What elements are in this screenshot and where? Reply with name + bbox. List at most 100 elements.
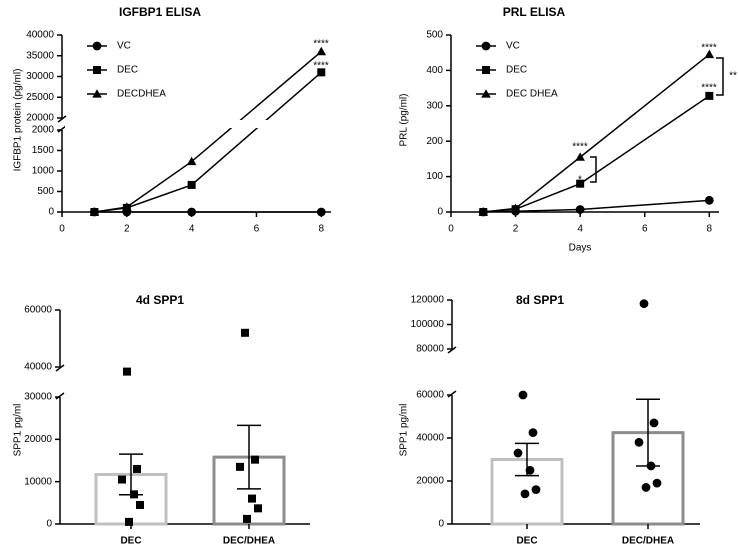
axis-break (55, 392, 65, 400)
legend-label: VC (117, 41, 131, 52)
data-point (528, 428, 538, 438)
y-tick-label: 500 (426, 30, 443, 41)
x-tick-label: 8 (318, 224, 324, 235)
y-tick-label: 20000 (416, 476, 444, 487)
x-tick-label: 2 (124, 224, 130, 235)
y-tick-label: 10000 (24, 476, 52, 487)
legend-marker (481, 89, 491, 98)
annotation: ** (729, 71, 737, 82)
x-tick-label: 6 (642, 224, 648, 235)
annotation: **** (701, 83, 717, 94)
legend-marker (93, 66, 101, 74)
y-tick-label: 0 (46, 519, 52, 530)
x-tick-label: 4 (189, 224, 195, 235)
error-bar (119, 453, 143, 496)
data-point (649, 418, 659, 428)
x-tick-label: DEC/DHEA (223, 536, 275, 547)
y-axis-label: PRL (pg/ml) (399, 94, 410, 147)
x-tick-label: 4 (577, 224, 583, 235)
data-point (123, 367, 131, 376)
chart-title: 4d SPP1 (136, 293, 184, 307)
axis-break (57, 115, 67, 123)
data-point (576, 179, 585, 188)
data-point (525, 465, 535, 475)
y-tick-label: 300 (426, 100, 443, 111)
data-point (316, 46, 327, 56)
x-tick-label: DEC (120, 536, 141, 547)
axis-break (447, 346, 457, 354)
annotation: **** (313, 61, 329, 72)
chart-title: 8d SPP1 (516, 293, 564, 307)
y-tick-label: 20000 (24, 434, 52, 445)
data-point (136, 500, 144, 509)
annotation: **** (572, 142, 588, 153)
x-tick-label: 6 (254, 224, 260, 235)
error-bar (636, 398, 660, 467)
y-tick-label: 1500 (32, 145, 55, 156)
legend-marker (482, 66, 490, 74)
x-tick-label: 0 (59, 224, 65, 235)
x-tick-label: 8 (707, 224, 713, 235)
axis-break (57, 125, 67, 133)
x-axis-label: Days (569, 243, 592, 254)
y-axis-label: IGFBP1 protein (pg/ml) (13, 69, 24, 172)
series-line (483, 95, 710, 213)
legend-label: DEC DHEA (506, 89, 558, 100)
legend-marker (92, 89, 102, 98)
data-point (704, 195, 714, 205)
break-gap (65, 120, 334, 128)
legend-label: DECDHEA (117, 89, 166, 100)
error-bar (515, 442, 539, 477)
annotation: **** (313, 39, 329, 50)
y-tick-label: 40000 (26, 30, 54, 41)
axis-break (447, 390, 457, 398)
series-line (483, 53, 710, 213)
series-line (94, 51, 322, 213)
data-point (705, 91, 714, 100)
y-tick-label: 60000 (24, 305, 52, 316)
data-point (186, 156, 197, 166)
y-tick-label: 60000 (416, 390, 444, 401)
data-point (513, 448, 523, 458)
y-tick-label: 500 (37, 186, 54, 197)
annotation: * (578, 175, 582, 186)
series-line (483, 199, 710, 213)
y-tick-label: 20000 (26, 113, 54, 124)
data-point (241, 328, 249, 337)
y-tick-label: 0 (48, 207, 54, 218)
data-point (248, 494, 256, 503)
legend-label: DEC (506, 65, 527, 76)
data-point (89, 207, 100, 216)
data-point (639, 299, 649, 309)
y-tick-label: 30000 (24, 392, 52, 403)
chart-title: IGFBP1 ELISA (119, 5, 201, 19)
data-point (243, 514, 251, 523)
x-tick-label: DEC (516, 536, 537, 547)
data-point (187, 180, 196, 189)
y-tick-label: 100 (426, 171, 443, 182)
data-point (510, 203, 521, 213)
y-tick-label: 40000 (24, 362, 52, 373)
y-tick-label: 35000 (26, 50, 54, 61)
legend-marker (481, 41, 491, 51)
data-point (478, 207, 489, 216)
data-point (118, 475, 126, 484)
y-tick-label: 0 (438, 519, 444, 530)
data-point (575, 205, 585, 214)
annotation: **** (701, 43, 717, 54)
data-point (520, 489, 530, 499)
axis-break (55, 364, 65, 372)
significance-bracket (590, 156, 597, 183)
data-point (531, 485, 541, 494)
y-tick-label: 25000 (26, 92, 54, 103)
y-axis-label: SPP1 pg/ml (13, 404, 24, 457)
error-bar (237, 424, 261, 490)
x-tick-label: 0 (448, 224, 454, 235)
data-point (125, 517, 133, 526)
data-point (518, 390, 528, 400)
y-tick-label: 30000 (26, 71, 54, 82)
data-point (122, 202, 132, 211)
data-point (652, 478, 662, 488)
data-point (133, 464, 141, 473)
y-tick-label: 120000 (411, 295, 445, 306)
